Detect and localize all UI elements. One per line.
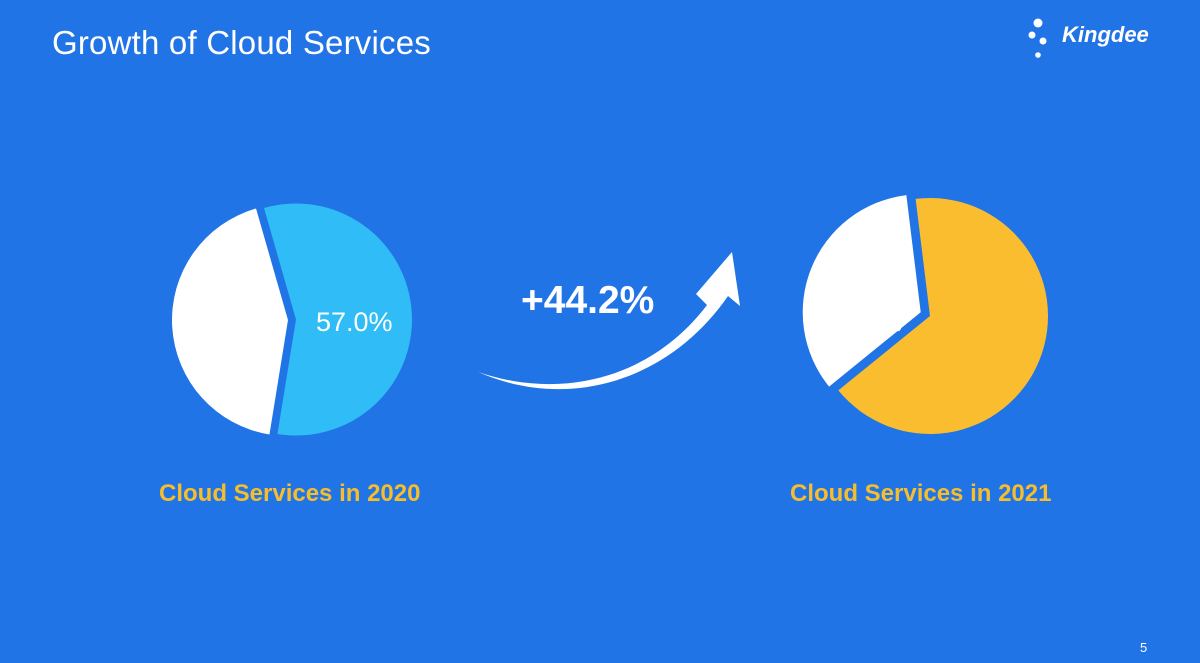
growth-percentage: +44.2%	[521, 279, 655, 322]
pie-chart-2020	[171, 203, 412, 436]
page-title: Growth of Cloud Services	[52, 24, 431, 61]
caption-2021: Cloud Services in 2021	[790, 480, 1052, 507]
page-number: 5	[1140, 640, 1148, 655]
brand-name: Kingdee	[1062, 22, 1149, 47]
caption-2020: Cloud Services in 2020	[159, 480, 421, 507]
pie-2021-slice-1	[802, 195, 921, 387]
pie-2021-slice-0	[838, 198, 1048, 434]
pie-2021-value-label: 66.1%	[826, 307, 903, 337]
pie-chart-2021	[802, 195, 1048, 434]
pie-2020-slice-1	[171, 208, 288, 435]
pie-2020-value-label: 57.0%	[316, 307, 393, 337]
pie-2020-slice-0	[264, 203, 412, 436]
kingdee-logo-icon	[1028, 18, 1047, 58]
